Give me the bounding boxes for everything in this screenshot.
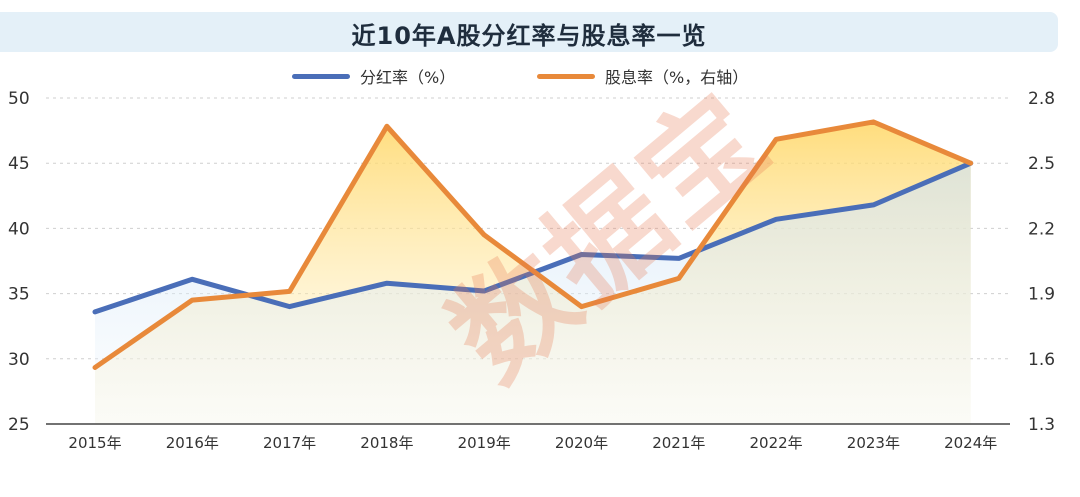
- right-axis-tick-label: 1.3: [1028, 415, 1055, 435]
- right-axis-tick-label: 2.2: [1028, 219, 1055, 239]
- legend-label-dividend-yield: 股息率（%，右轴）: [605, 68, 749, 87]
- legend-label-payout-ratio: 分红率（%）: [360, 68, 456, 87]
- x-axis-tick-label: 2022年: [750, 434, 803, 452]
- legend-item-dividend-yield: 股息率（%，右轴）: [537, 64, 748, 88]
- right-axis-tick-label: 1.9: [1028, 285, 1055, 305]
- x-axis-tick-label: 2016年: [166, 434, 219, 452]
- left-axis-tick-label: 50: [8, 89, 30, 109]
- title-bar: [0, 12, 1058, 52]
- legend-swatch-dividend-yield: [537, 73, 595, 79]
- left-axis-tick-label: 45: [8, 154, 30, 174]
- legend-item-payout-ratio: 分红率（%）: [292, 64, 455, 88]
- x-axis-tick-label: 2023年: [847, 434, 900, 452]
- left-axis-tick-label: 30: [8, 350, 30, 370]
- left-axis-tick-label: 40: [8, 219, 30, 239]
- chart-title: 近10年A股分红率与股息率一览: [351, 22, 707, 50]
- x-axis-tick-label: 2024年: [944, 434, 997, 452]
- x-axis-tick-label: 2019年: [458, 434, 511, 452]
- x-axis-tick-label: 2018年: [360, 434, 413, 452]
- right-axis-tick-label: 2.5: [1028, 154, 1055, 174]
- left-axis-tick-label: 35: [8, 285, 30, 305]
- x-axis-tick-label: 2015年: [68, 434, 121, 452]
- legend: 分红率（%） 股息率（%，右轴）: [0, 64, 1080, 88]
- dividend-yield-line: [92, 119, 974, 370]
- x-axis-tick-label: 2021年: [652, 434, 705, 452]
- right-axis-tick-label: 1.6: [1028, 350, 1055, 370]
- payout-ratio-area: [95, 163, 971, 424]
- right-axis-tick-label: 2.8: [1028, 89, 1055, 109]
- left-axis-tick-label: 25: [8, 415, 30, 435]
- legend-swatch-payout-ratio: [292, 73, 350, 79]
- line-chart: 25 30 35 40 45 50 1.3 1.6 1.9 2.2 2.5 2.8 2015年 2016年…: [8, 89, 1055, 452]
- x-axis-tick-label: 2020年: [555, 434, 608, 452]
- x-axis-tick-label: 2017年: [263, 434, 316, 452]
